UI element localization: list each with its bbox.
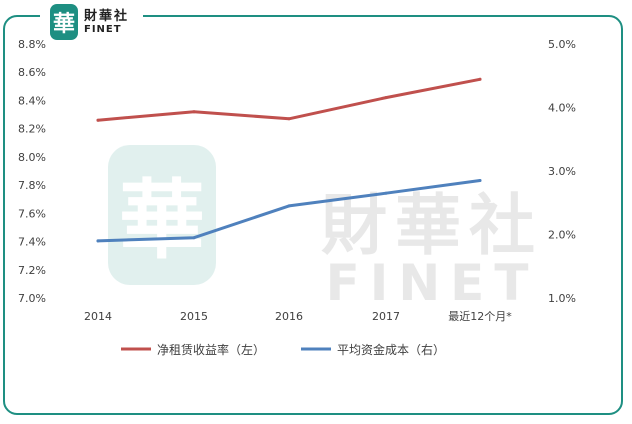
x-tick-label: 2016: [275, 310, 303, 323]
watermark-badge-shape: [108, 145, 216, 285]
data-point: [192, 110, 196, 114]
data-point: [96, 118, 100, 122]
y-left-tick-label: 7.8%: [18, 179, 46, 192]
watermark: 華 財華社 FINET: [108, 145, 543, 312]
y-left-tick-label: 8.0%: [18, 151, 46, 164]
watermark-name-en: FINET: [326, 254, 539, 312]
logo-name-cn: 財華社: [84, 8, 130, 24]
finet-logo: 華 財華社 FINET: [40, 0, 144, 44]
data-point: [478, 179, 482, 182]
data-point: [192, 236, 196, 240]
logo-text: 財華社 FINET: [84, 10, 129, 35]
y-left-tick-label: 7.6%: [18, 207, 46, 220]
data-point: [96, 239, 100, 243]
axes: 7.0% 7.2% 7.4% 7.6% 7.8% 8.0% 8.2% 8.4% 8.6% 8.8%…: [18, 38, 576, 323]
y-right-tick-label: 4.0%: [548, 102, 576, 115]
data-point: [287, 117, 291, 121]
logo-name-en: FINET: [84, 23, 122, 35]
y-left-tick-label: 8.8%: [18, 38, 46, 51]
series-lines: [96, 77, 482, 243]
y-left-tick-label: 8.6%: [18, 66, 46, 79]
x-tick-label: 2014: [84, 310, 112, 323]
logo-badge: 華: [50, 4, 78, 40]
y-left-tick-label: 8.4%: [18, 94, 46, 107]
y-left-tick-label: 7.4%: [18, 236, 46, 249]
watermark-badge-char: 華: [119, 171, 205, 271]
data-point: [384, 96, 388, 100]
x-tick-label: 2017: [372, 310, 400, 323]
data-point: [478, 77, 482, 81]
y-left-tick-label: 8.2%: [18, 123, 46, 136]
data-point: [384, 191, 388, 195]
y-right-tick-label: 2.0%: [548, 229, 576, 242]
x-tick-label: 2015: [180, 310, 208, 323]
y-right-tick-label: 5.0%: [548, 38, 576, 51]
y-left-tick-label: 7.0%: [18, 292, 46, 305]
watermark-name-cn: 財華社: [321, 187, 543, 264]
legend-label: 平均资金成本（右）: [337, 342, 445, 357]
y-left-tick-label: 7.2%: [18, 264, 46, 277]
series-line: [96, 77, 482, 122]
legend-label: 净租赁收益率（左）: [157, 342, 265, 357]
legend: 净租赁收益率（左） 平均资金成本（右）: [121, 342, 445, 357]
y-right-tick-label: 3.0%: [548, 165, 576, 178]
x-tick-label: 最近12个月*: [448, 310, 512, 323]
data-point: [287, 204, 291, 208]
y-right-tick-label: 1.0%: [548, 292, 576, 305]
chart-frame: [3, 15, 623, 415]
